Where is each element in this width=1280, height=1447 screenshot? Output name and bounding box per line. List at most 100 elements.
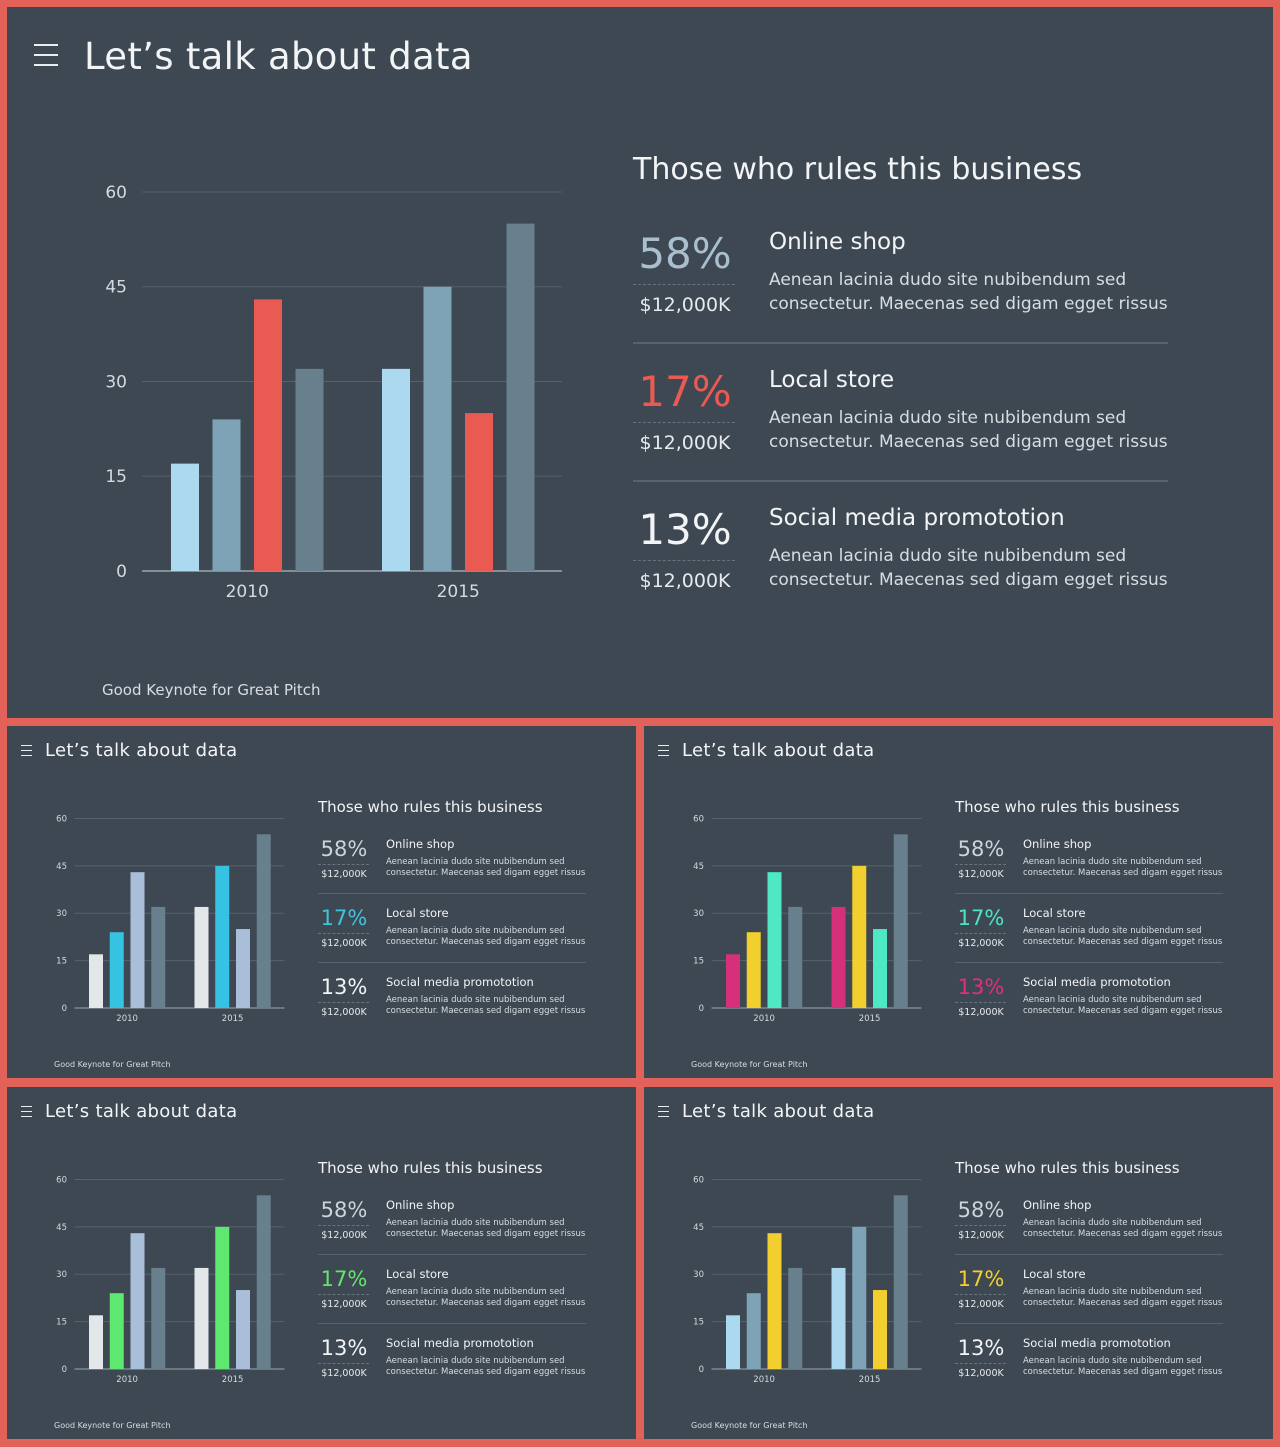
row-name: Social media promototion: [386, 974, 534, 989]
panel-heading: Those who rules this business: [955, 798, 1180, 816]
bar: [726, 954, 740, 1008]
row-description: Aenean lacinia dudo site nubibendum sed …: [386, 1286, 586, 1309]
info-panel: Those who rules this business 58% $12,000…: [318, 798, 603, 1033]
panel-row: 13% $12,000K Social media promototion Aenea…: [318, 964, 588, 1033]
row-amount: $12,000K: [321, 1299, 367, 1310]
row-name: Local store: [1023, 1266, 1086, 1281]
row-divider: [633, 284, 735, 285]
bar: [215, 865, 230, 1008]
row-description: Aenean lacinia dudo site nubibendum sed …: [386, 1217, 586, 1240]
menu-icon[interactable]: [658, 745, 669, 756]
slide-variant-yellow[interactable]: Let’s talk about data 0 15 30 45 60 2010 2015 …: [644, 1087, 1273, 1439]
bar: [194, 906, 209, 1008]
x-tick-label: 2010: [116, 1014, 138, 1024]
y-tick-label: 60: [693, 814, 704, 824]
y-tick-label: 45: [56, 1223, 67, 1233]
row-name: Social media promototion: [1023, 974, 1171, 989]
row-description: Aenean lacinia dudo site nubibendum sed …: [769, 408, 1168, 452]
slide-title: Let’s talk about data: [682, 1101, 875, 1122]
bar: [295, 368, 324, 571]
row-description: Aenean lacinia dudo site nubibendum sed …: [769, 546, 1168, 590]
bar: [89, 1315, 103, 1369]
y-tick-label: 30: [105, 372, 127, 392]
row-percent: 17%: [320, 905, 368, 930]
menu-icon[interactable]: [21, 1106, 32, 1117]
panel-row: 17% $12,000K Local store Aenean lacinia dud…: [955, 895, 1225, 964]
row-percent: 13%: [638, 505, 732, 554]
bar: [767, 1233, 782, 1369]
y-tick-label: 30: [56, 909, 67, 919]
row-percent: 17%: [638, 367, 732, 416]
panel-row: 17% $12,000K Local store Aenean lacinia dud…: [955, 1256, 1225, 1325]
info-panel: Those who rules this business 58% $12,000…: [318, 1159, 603, 1394]
bar: [465, 413, 493, 571]
y-tick-label: 60: [693, 1175, 704, 1185]
y-tick-label: 30: [56, 1270, 67, 1280]
bar: [423, 286, 452, 571]
footer-text: Good Keynote for Great Pitch: [54, 1421, 171, 1430]
row-amount: $12,000K: [321, 1230, 367, 1241]
bar: [726, 1315, 740, 1369]
bar: [893, 834, 908, 1008]
bar: [109, 932, 124, 1008]
menu-icon[interactable]: [658, 1106, 669, 1117]
bar: [852, 1226, 867, 1369]
menu-icon[interactable]: [21, 745, 32, 756]
row-divider: [955, 1002, 1006, 1003]
bar: [767, 872, 782, 1008]
panel-row: 13% $12,000K Social media promototion Aenea…: [955, 1325, 1225, 1394]
row-divider: [318, 1363, 369, 1364]
row-separator: [633, 480, 1168, 482]
y-tick-label: 45: [105, 278, 127, 298]
bar: [254, 299, 282, 571]
x-tick-label: 2015: [222, 1375, 244, 1385]
y-tick-label: 15: [693, 1318, 704, 1328]
row-percent: 58%: [957, 1197, 1005, 1222]
x-tick-label: 2015: [859, 1014, 881, 1024]
footer-text: Good Keynote for Great Pitch: [691, 1421, 808, 1430]
y-tick-label: 45: [693, 1223, 704, 1233]
bar: [893, 1195, 908, 1369]
row-name: Local store: [386, 1266, 449, 1281]
row-separator: [318, 1323, 586, 1324]
slide-title: Let’s talk about data: [682, 740, 875, 761]
slide-variant-blue[interactable]: Let’s talk about data 0 15 30 45 60 2010 2015 …: [7, 726, 636, 1078]
row-description: Aenean lacinia dudo site nubibendum sed …: [1023, 856, 1223, 879]
row-separator: [633, 342, 1168, 344]
row-name: Social media promototion: [769, 505, 1065, 531]
panel-row: 58% $12,000K Online shop Aenean lacinia dud…: [318, 826, 588, 895]
bar: [382, 368, 410, 571]
y-tick-label: 0: [62, 1004, 67, 1014]
slide-variant-pink[interactable]: Let’s talk about data 0 15 30 45 60 2010 2015 …: [644, 726, 1273, 1078]
y-tick-label: 0: [116, 562, 127, 582]
slide-main[interactable]: Let’s talk about data 0 15 30 45 60 2010 2015 …: [7, 7, 1273, 718]
bar: [151, 1267, 166, 1369]
bar: [151, 906, 166, 1008]
row-description: Aenean lacinia dudo site nubibendum sed …: [386, 1355, 586, 1378]
bar: [89, 954, 103, 1008]
x-tick-label: 2015: [437, 582, 480, 602]
bar: [130, 872, 145, 1008]
y-tick-label: 60: [56, 1175, 67, 1185]
bar: [215, 1226, 230, 1369]
row-separator: [955, 1254, 1223, 1255]
slide-variant-green[interactable]: Let’s talk about data 0 15 30 45 60 2010 2015 …: [7, 1087, 636, 1439]
row-divider: [318, 864, 369, 865]
row-amount: $12,000K: [639, 294, 731, 316]
row-percent: 13%: [957, 1335, 1005, 1360]
row-amount: $12,000K: [639, 570, 731, 592]
y-tick-label: 15: [105, 467, 127, 487]
row-description: Aenean lacinia dudo site nubibendum sed …: [1023, 1355, 1223, 1378]
row-divider: [955, 1363, 1006, 1364]
y-tick-label: 0: [62, 1365, 67, 1375]
row-percent: 58%: [957, 836, 1005, 861]
row-amount: $12,000K: [958, 1368, 1004, 1379]
row-separator: [318, 893, 586, 894]
row-amount: $12,000K: [321, 1368, 367, 1379]
row-description: Aenean lacinia dudo site nubibendum sed …: [1023, 1217, 1223, 1240]
bar: [194, 1267, 209, 1369]
row-percent: 58%: [638, 229, 732, 278]
menu-icon[interactable]: [34, 44, 58, 66]
row-name: Online shop: [769, 229, 906, 255]
bar: [746, 932, 761, 1008]
